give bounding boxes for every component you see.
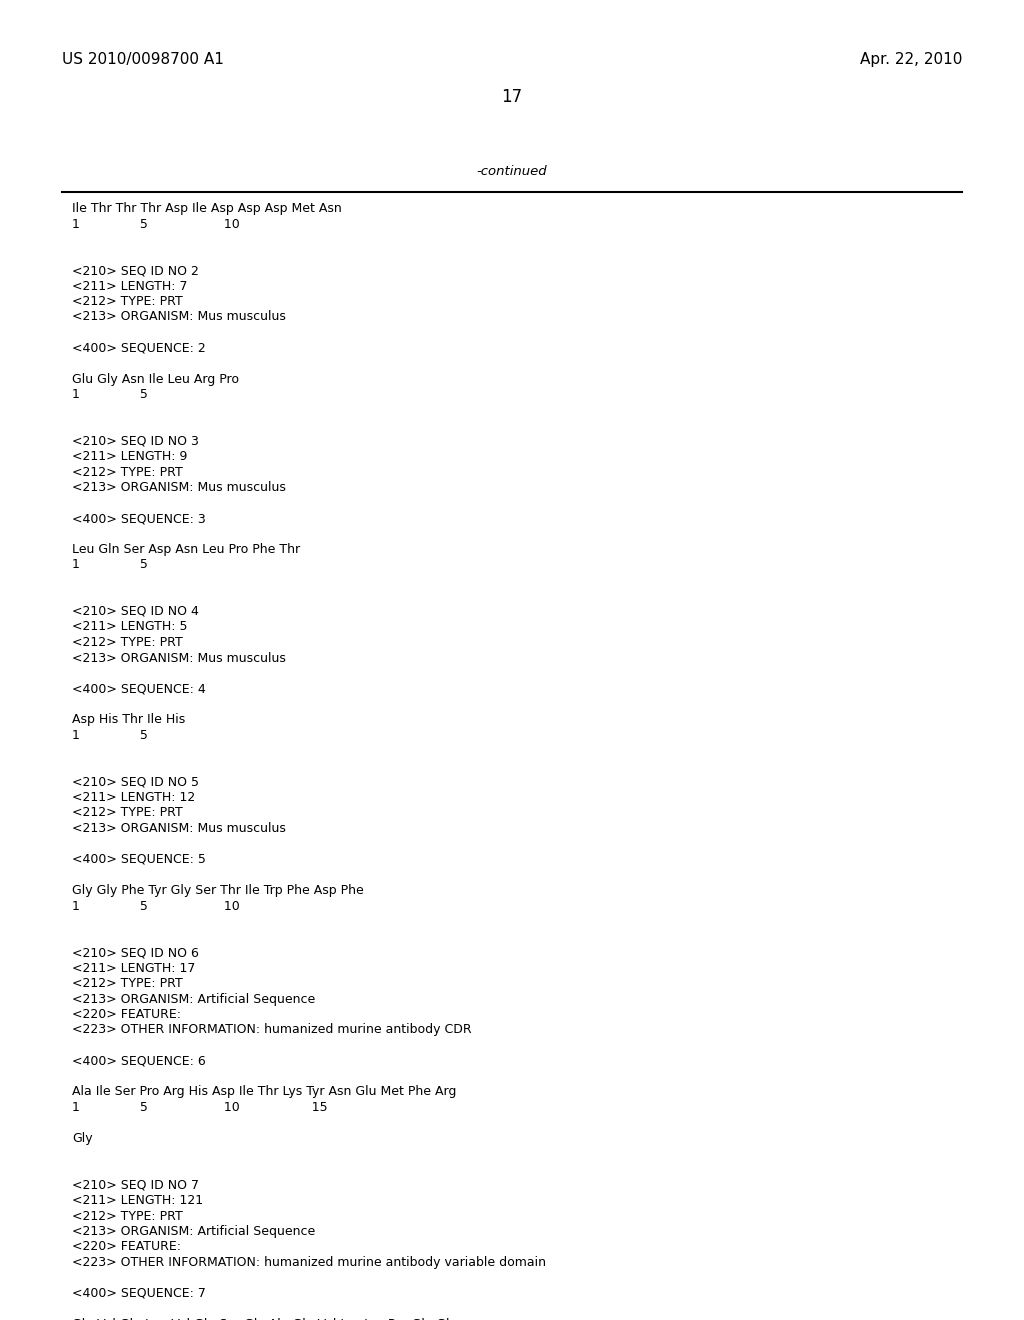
Text: <210> SEQ ID NO 7: <210> SEQ ID NO 7 (72, 1179, 199, 1192)
Text: Glu Gly Asn Ile Leu Arg Pro: Glu Gly Asn Ile Leu Arg Pro (72, 372, 239, 385)
Text: <213> ORGANISM: Artificial Sequence: <213> ORGANISM: Artificial Sequence (72, 1225, 315, 1238)
Text: <223> OTHER INFORMATION: humanized murine antibody CDR: <223> OTHER INFORMATION: humanized murin… (72, 1023, 472, 1036)
Text: <212> TYPE: PRT: <212> TYPE: PRT (72, 1209, 182, 1222)
Text: <210> SEQ ID NO 4: <210> SEQ ID NO 4 (72, 605, 199, 618)
Text: <212> TYPE: PRT: <212> TYPE: PRT (72, 807, 182, 820)
Text: <213> ORGANISM: Mus musculus: <213> ORGANISM: Mus musculus (72, 310, 286, 323)
Text: <212> TYPE: PRT: <212> TYPE: PRT (72, 636, 182, 649)
Text: 1               5: 1 5 (72, 558, 147, 572)
Text: 1               5: 1 5 (72, 388, 147, 401)
Text: <400> SEQUENCE: 6: <400> SEQUENCE: 6 (72, 1055, 206, 1068)
Text: <220> FEATURE:: <220> FEATURE: (72, 1241, 181, 1254)
Text: Glu Val Gln Leu Val Gln Ser Gly Ala Glu Val Lys Lys Pro Gly Glu: Glu Val Gln Leu Val Gln Ser Gly Ala Glu … (72, 1317, 458, 1320)
Text: <400> SEQUENCE: 5: <400> SEQUENCE: 5 (72, 853, 206, 866)
Text: <210> SEQ ID NO 3: <210> SEQ ID NO 3 (72, 434, 199, 447)
Text: <210> SEQ ID NO 2: <210> SEQ ID NO 2 (72, 264, 199, 277)
Text: -continued: -continued (477, 165, 547, 178)
Text: <211> LENGTH: 12: <211> LENGTH: 12 (72, 791, 196, 804)
Text: <211> LENGTH: 7: <211> LENGTH: 7 (72, 280, 187, 293)
Text: <400> SEQUENCE: 3: <400> SEQUENCE: 3 (72, 512, 206, 525)
Text: Apr. 22, 2010: Apr. 22, 2010 (859, 51, 962, 67)
Text: Asp His Thr Ile His: Asp His Thr Ile His (72, 714, 185, 726)
Text: Ile Thr Thr Thr Asp Ile Asp Asp Asp Met Asn: Ile Thr Thr Thr Asp Ile Asp Asp Asp Met … (72, 202, 342, 215)
Text: <220> FEATURE:: <220> FEATURE: (72, 1008, 181, 1020)
Text: <213> ORGANISM: Mus musculus: <213> ORGANISM: Mus musculus (72, 822, 286, 836)
Text: <211> LENGTH: 9: <211> LENGTH: 9 (72, 450, 187, 463)
Text: Leu Gln Ser Asp Asn Leu Pro Phe Thr: Leu Gln Ser Asp Asn Leu Pro Phe Thr (72, 543, 300, 556)
Text: <210> SEQ ID NO 5: <210> SEQ ID NO 5 (72, 776, 199, 788)
Text: <400> SEQUENCE: 4: <400> SEQUENCE: 4 (72, 682, 206, 696)
Text: <212> TYPE: PRT: <212> TYPE: PRT (72, 466, 182, 479)
Text: <212> TYPE: PRT: <212> TYPE: PRT (72, 294, 182, 308)
Text: 1               5                   10: 1 5 10 (72, 899, 240, 912)
Text: 1               5                   10: 1 5 10 (72, 218, 240, 231)
Text: <212> TYPE: PRT: <212> TYPE: PRT (72, 977, 182, 990)
Text: Ala Ile Ser Pro Arg His Asp Ile Thr Lys Tyr Asn Glu Met Phe Arg: Ala Ile Ser Pro Arg His Asp Ile Thr Lys … (72, 1085, 457, 1098)
Text: Gly: Gly (72, 1133, 92, 1144)
Text: Gly Gly Phe Tyr Gly Ser Thr Ile Trp Phe Asp Phe: Gly Gly Phe Tyr Gly Ser Thr Ile Trp Phe … (72, 884, 364, 898)
Text: <213> ORGANISM: Mus musculus: <213> ORGANISM: Mus musculus (72, 652, 286, 664)
Text: <213> ORGANISM: Mus musculus: <213> ORGANISM: Mus musculus (72, 480, 286, 494)
Text: US 2010/0098700 A1: US 2010/0098700 A1 (62, 51, 224, 67)
Text: 1               5                   10                  15: 1 5 10 15 (72, 1101, 328, 1114)
Text: 17: 17 (502, 88, 522, 106)
Text: <211> LENGTH: 17: <211> LENGTH: 17 (72, 961, 196, 974)
Text: 1               5: 1 5 (72, 729, 147, 742)
Text: <400> SEQUENCE: 2: <400> SEQUENCE: 2 (72, 342, 206, 355)
Text: <210> SEQ ID NO 6: <210> SEQ ID NO 6 (72, 946, 199, 960)
Text: <400> SEQUENCE: 7: <400> SEQUENCE: 7 (72, 1287, 206, 1300)
Text: <211> LENGTH: 5: <211> LENGTH: 5 (72, 620, 187, 634)
Text: <223> OTHER INFORMATION: humanized murine antibody variable domain: <223> OTHER INFORMATION: humanized murin… (72, 1257, 546, 1269)
Text: <213> ORGANISM: Artificial Sequence: <213> ORGANISM: Artificial Sequence (72, 993, 315, 1006)
Text: <211> LENGTH: 121: <211> LENGTH: 121 (72, 1195, 203, 1206)
